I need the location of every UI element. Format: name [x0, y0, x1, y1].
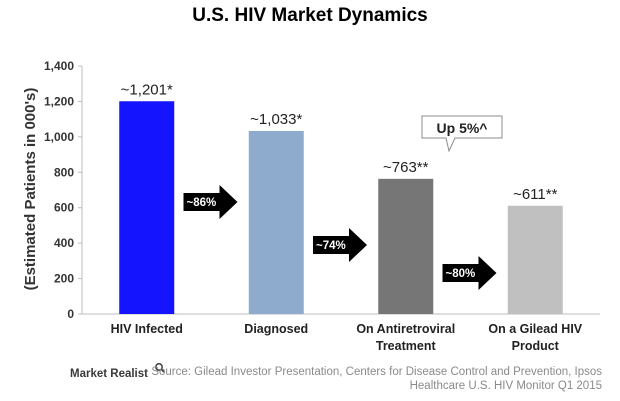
bar: [378, 178, 434, 314]
y-axis-ticks: 0 200 400 600 800 1,000 1,200 1,400: [44, 59, 82, 321]
data-labels: ~1,201* ~1,033* ~763** ~611**: [121, 81, 558, 203]
bar: [119, 101, 175, 314]
category-label: Diagnosed: [244, 322, 308, 336]
data-label: ~763**: [383, 159, 429, 176]
arrow-shape: [183, 185, 238, 219]
category-label: Product: [512, 339, 560, 353]
transition-arrow: ~74%: [313, 228, 367, 262]
data-label: ~611**: [513, 186, 558, 203]
data-label: ~1,033*: [250, 111, 302, 128]
y-tick-label: 600: [54, 201, 74, 215]
y-axis-label: (Estimated Patients in 000's): [22, 88, 39, 291]
category-label: On a Gilead HIV: [488, 322, 582, 336]
transition-label: ~86%: [187, 197, 217, 209]
category-labels: HIV Infected Diagnosed On Antiretroviral Tr…: [111, 322, 583, 353]
chart-title: U.S. HIV Market Dynamics: [192, 5, 427, 26]
category-label: On Antiretroviral: [356, 322, 455, 336]
bars: [119, 101, 563, 314]
callout-shape: [421, 115, 503, 153]
logo: Market Realist: [70, 363, 165, 380]
logo-text: Market Realist: [70, 368, 148, 380]
y-tick-label: 1,000: [44, 130, 74, 144]
y-tick-label: 800: [54, 165, 74, 179]
y-tick-label: 1,200: [44, 94, 74, 108]
y-tick-label: 200: [54, 272, 74, 286]
y-tick-label: 1,400: [44, 59, 74, 73]
y-tick-label: 0: [67, 307, 74, 321]
callout-text: Up 5%^: [437, 120, 488, 136]
y-tick-label: 400: [54, 236, 74, 250]
category-label: Treatment: [376, 339, 437, 353]
transition-label: ~80%: [446, 268, 476, 280]
transition-arrow: ~86%: [183, 185, 238, 219]
bar: [248, 131, 304, 314]
transition-arrow: ~80%: [442, 256, 497, 290]
source-line-2: Healthcare U.S. HIV Monitor Q1 2015: [410, 380, 602, 392]
category-label: HIV Infected: [111, 322, 183, 336]
transition-label: ~74%: [316, 240, 346, 252]
arrow-shape: [313, 228, 367, 262]
transition-arrows: ~86% ~74% ~80%: [183, 185, 497, 290]
callout-bubble: Up 5%^: [421, 115, 503, 153]
arrow-shape: [442, 256, 497, 290]
bar: [507, 205, 563, 314]
magnifier-icon: [155, 363, 165, 373]
source-line-1: Source: Gilead Investor Presentation, Ce…: [151, 366, 602, 378]
data-label: ~1,201*: [121, 81, 173, 98]
